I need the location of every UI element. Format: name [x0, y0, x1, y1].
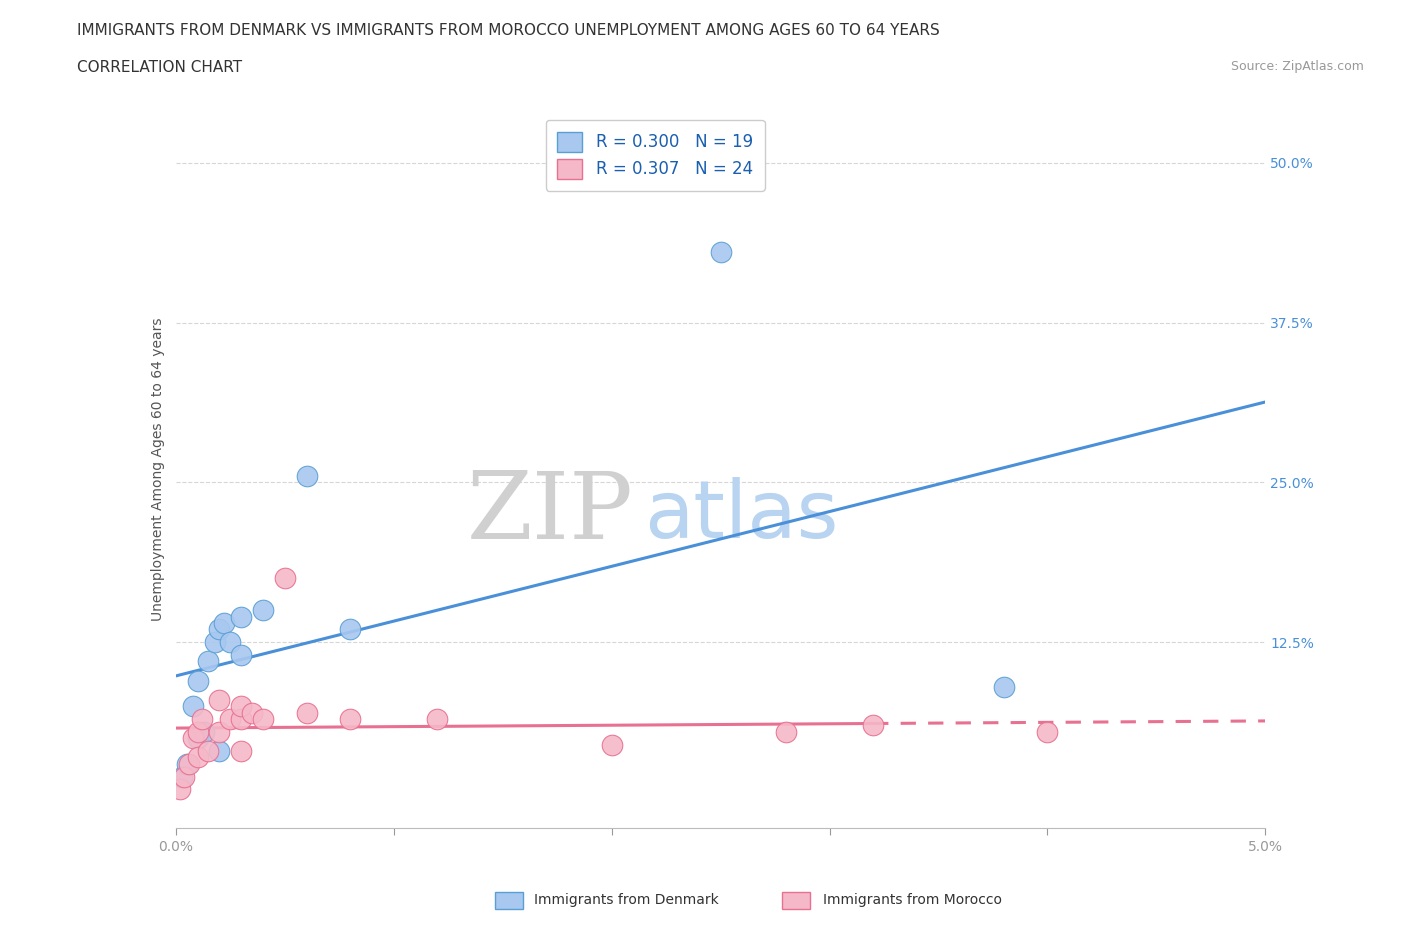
Legend: R = 0.300   N = 19, R = 0.307   N = 24: R = 0.300 N = 19, R = 0.307 N = 24	[546, 120, 765, 191]
Text: Immigrants from Morocco: Immigrants from Morocco	[823, 893, 1001, 908]
Point	[339, 622, 361, 637]
Point	[173, 769, 195, 784]
Point	[862, 718, 884, 733]
Text: atlas: atlas	[644, 477, 838, 555]
Point	[339, 711, 361, 726]
Point	[208, 724, 231, 739]
Point	[993, 680, 1015, 695]
Point	[181, 731, 204, 746]
Point	[212, 616, 235, 631]
Point	[197, 654, 219, 669]
Text: IMMIGRANTS FROM DENMARK VS IMMIGRANTS FROM MOROCCO UNEMPLOYMENT AMONG AGES 60 TO: IMMIGRANTS FROM DENMARK VS IMMIGRANTS FR…	[77, 23, 941, 38]
Point	[1036, 724, 1059, 739]
Point	[208, 692, 231, 708]
Point	[186, 750, 209, 764]
Text: ZIP: ZIP	[467, 468, 633, 558]
FancyBboxPatch shape	[495, 892, 523, 909]
Point	[252, 711, 274, 726]
Y-axis label: Unemployment Among Ages 60 to 64 years: Unemployment Among Ages 60 to 64 years	[150, 318, 165, 621]
Point	[426, 711, 449, 726]
Point	[204, 635, 226, 650]
Point	[231, 744, 253, 759]
Point	[775, 724, 797, 739]
Point	[197, 744, 219, 759]
Point	[600, 737, 623, 752]
Point	[231, 609, 253, 624]
FancyBboxPatch shape	[782, 892, 810, 909]
Point	[177, 756, 200, 771]
Point	[240, 705, 263, 720]
Point	[274, 571, 297, 586]
Point	[231, 698, 253, 713]
Text: CORRELATION CHART: CORRELATION CHART	[77, 60, 242, 75]
Point	[172, 769, 194, 784]
Point	[710, 245, 733, 259]
Text: Immigrants from Denmark: Immigrants from Denmark	[534, 893, 718, 908]
Point	[176, 756, 198, 771]
Point	[181, 698, 204, 713]
Point	[193, 724, 215, 739]
Point	[295, 705, 318, 720]
Point	[186, 724, 209, 739]
Point	[208, 744, 231, 759]
Point	[219, 711, 242, 726]
Text: Source: ZipAtlas.com: Source: ZipAtlas.com	[1230, 60, 1364, 73]
Point	[231, 711, 253, 726]
Point	[295, 469, 318, 484]
Point	[208, 622, 231, 637]
Point	[186, 731, 209, 746]
Point	[191, 711, 214, 726]
Point	[252, 603, 274, 618]
Point	[219, 635, 242, 650]
Point	[186, 673, 209, 688]
Point	[231, 647, 253, 662]
Point	[169, 782, 191, 797]
